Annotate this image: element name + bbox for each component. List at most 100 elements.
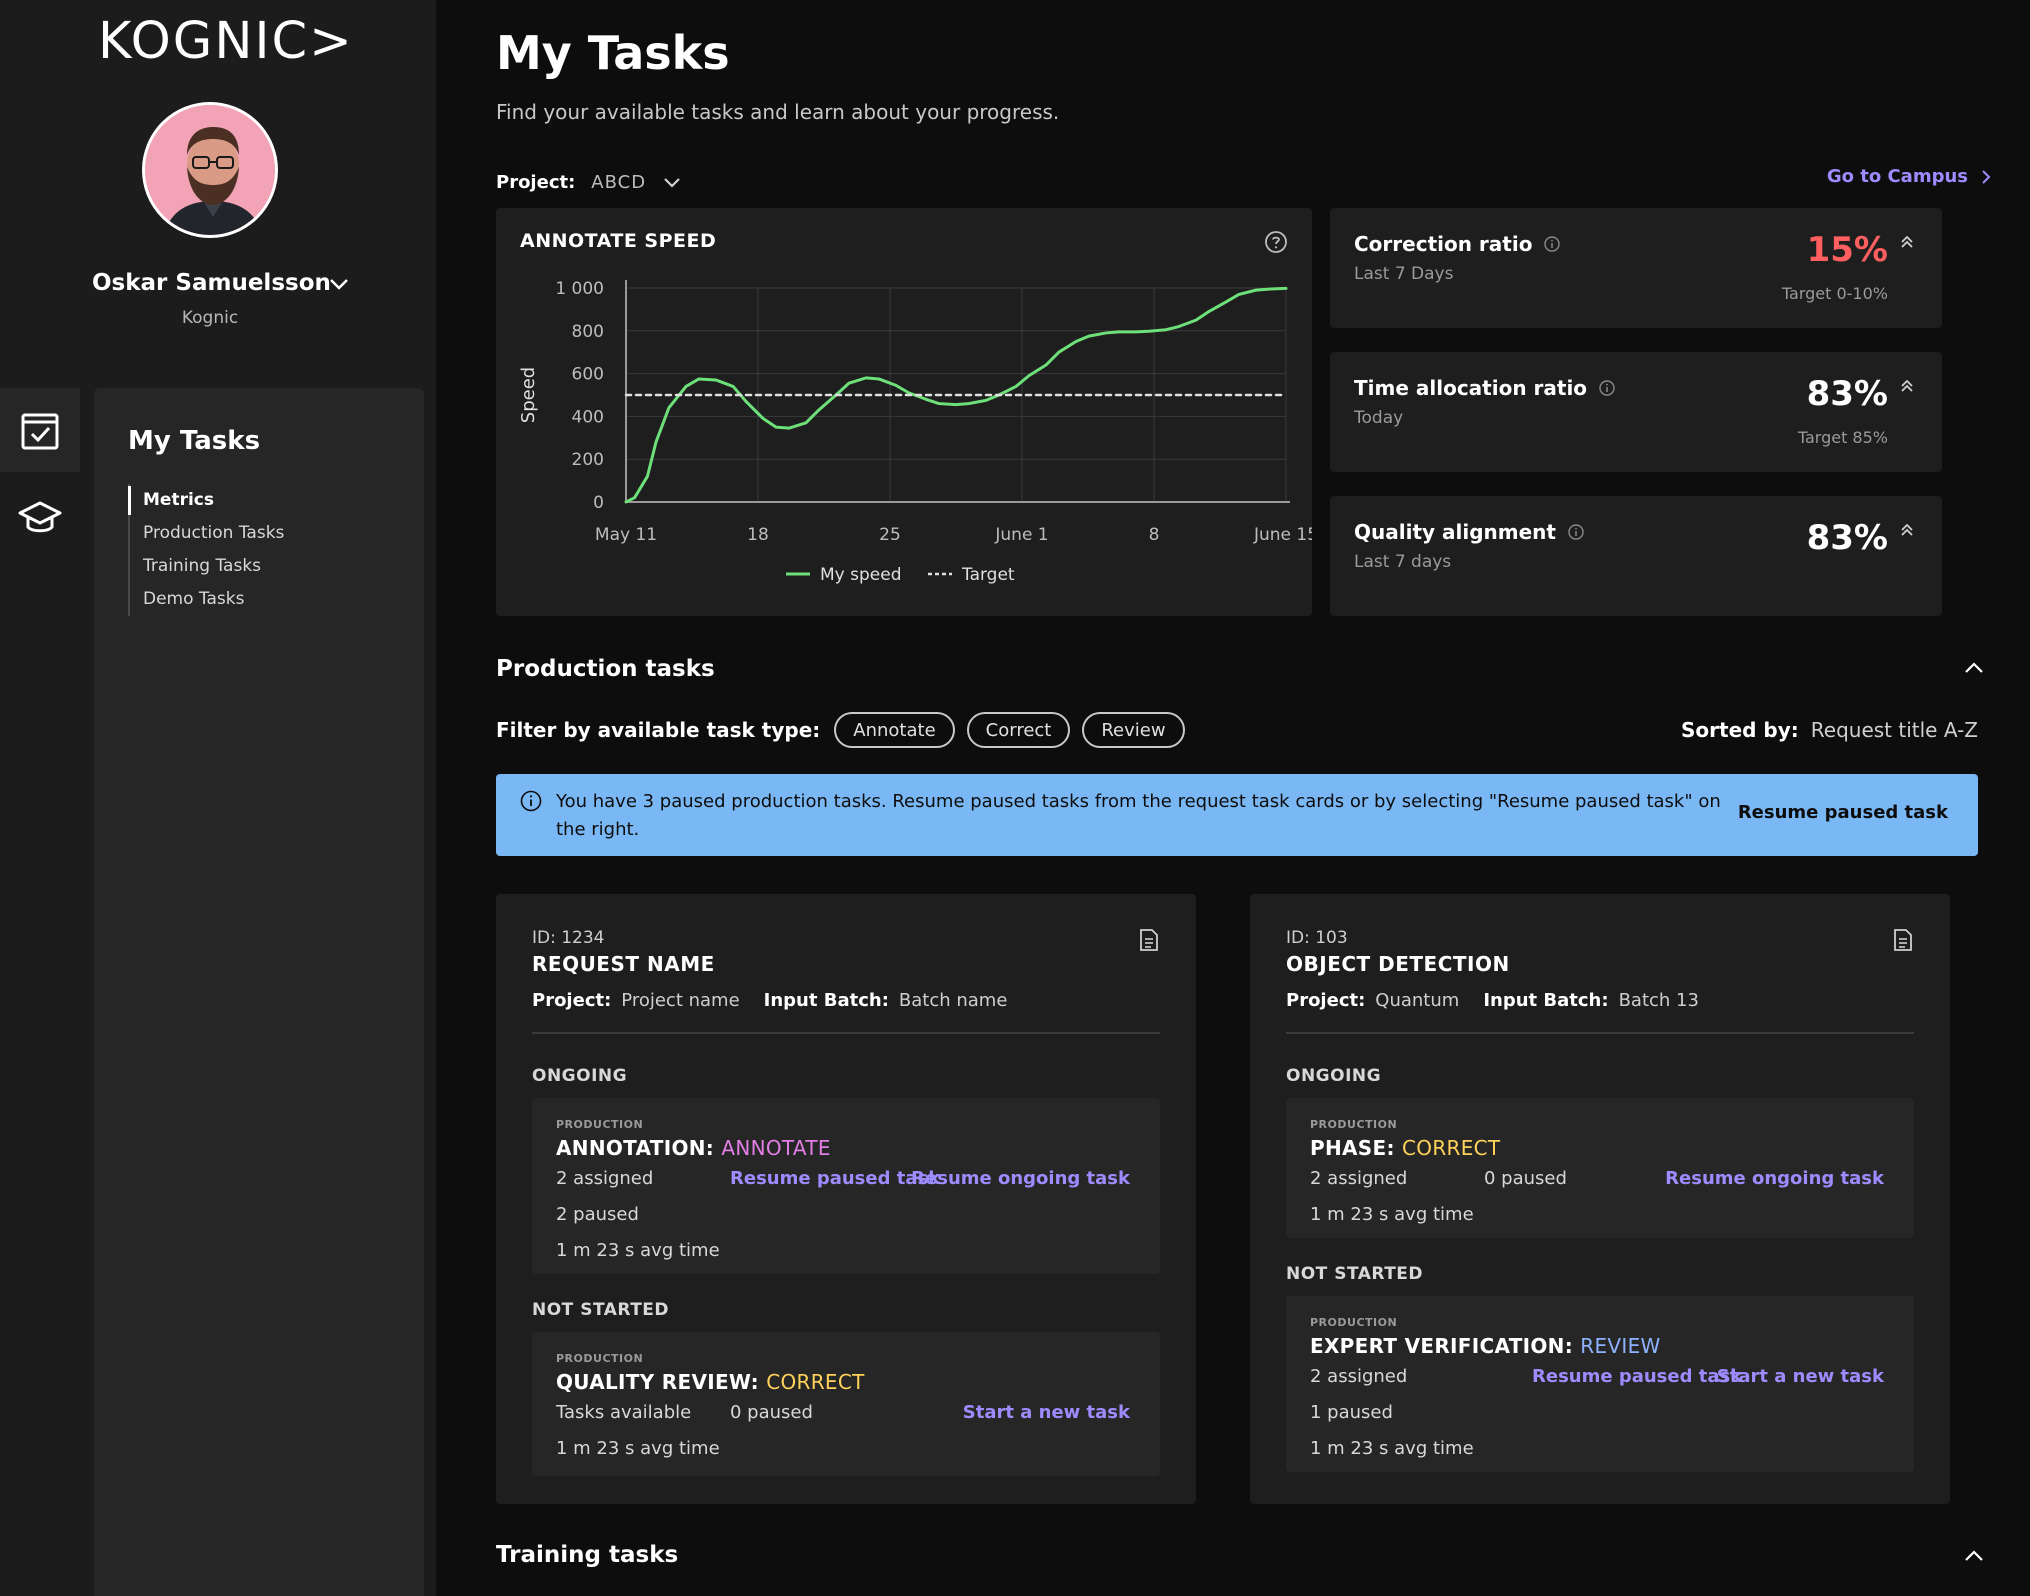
production-tasks-title: Production tasks xyxy=(496,656,715,682)
input-batch-label: Input Batch: xyxy=(763,990,889,1011)
y-tick-label: 400 xyxy=(572,407,604,427)
resume-paused-task-link[interactable]: Resume paused task xyxy=(730,1168,941,1189)
subnav-item-production-tasks[interactable]: Production Tasks xyxy=(143,523,285,543)
paused-count: 1 paused xyxy=(1310,1402,1393,1423)
metric-period: Last 7 days xyxy=(1354,552,1452,572)
double-chevron-up-icon xyxy=(1901,235,1913,248)
chart-canvas: 0 200 400 600 800 1 000 May 11 18 25 June 1 8 June … xyxy=(518,279,1312,585)
sort-selector[interactable]: Sorted by: Request title A-Z xyxy=(1681,718,1978,742)
project-label: Project: xyxy=(532,990,612,1011)
y-tick-label: 800 xyxy=(572,322,604,342)
metric-value: 83% xyxy=(1806,518,1888,558)
avatar-portrait-icon xyxy=(145,105,275,235)
y-tick-label: 600 xyxy=(572,365,604,385)
assigned-count: 2 assigned xyxy=(1310,1168,1408,1189)
project-label: Project: xyxy=(496,172,576,193)
task-tag: PRODUCTION xyxy=(1310,1316,1398,1329)
subnav-item-metrics[interactable]: Metrics xyxy=(127,484,284,517)
subnav-title: My Tasks xyxy=(128,426,261,456)
metric-card-correction-ratio: Correction ratio Last 7 Days 15% Target … xyxy=(1330,208,1942,328)
task-tag: PRODUCTION xyxy=(1310,1118,1398,1131)
banner-message: You have 3 paused production tasks. Resu… xyxy=(556,791,1721,840)
filter-chip-correct[interactable]: Correct xyxy=(966,712,1071,748)
request-name: OBJECT DETECTION xyxy=(1286,952,1510,976)
x-tick-label: June 15 xyxy=(1253,525,1312,545)
filter-label: Filter by available task type: xyxy=(496,718,821,742)
resume-ongoing-task-link[interactable]: Resume ongoing task xyxy=(1665,1168,1884,1189)
filter-chip-review[interactable]: Review xyxy=(1082,712,1185,748)
document-icon[interactable] xyxy=(1892,928,1914,952)
info-icon[interactable] xyxy=(1544,236,1561,252)
avg-time: 1 m 23 s avg time xyxy=(556,1240,720,1261)
task-card-phase: PRODUCTION PHASE: CORRECT 2 assigned 0 p… xyxy=(1286,1098,1914,1238)
subnav-item-demo-tasks[interactable]: Demo Tasks xyxy=(143,589,245,609)
avg-time: 1 m 23 s avg time xyxy=(556,1438,720,1459)
tasks-checkbox-icon xyxy=(21,413,59,450)
chevron-down-icon[interactable] xyxy=(326,274,352,294)
help-icon[interactable] xyxy=(1264,230,1288,254)
input-batch-name: Batch name xyxy=(898,990,1008,1011)
legend-label-target: Target xyxy=(961,565,1015,585)
chevron-up-icon[interactable] xyxy=(1962,1548,1986,1564)
subnav-item-training-tasks[interactable]: Training Tasks xyxy=(143,556,262,576)
info-icon[interactable] xyxy=(1568,524,1584,540)
chevron-down-icon[interactable] xyxy=(662,176,682,190)
legend-label-my-speed: My speed xyxy=(820,565,902,585)
resume-ongoing-task-link[interactable]: Resume ongoing task xyxy=(911,1168,1130,1189)
y-axis-label: Speed xyxy=(518,367,539,423)
start-new-task-link[interactable]: Start a new task xyxy=(962,1402,1130,1423)
task-card-quality-review: PRODUCTION QUALITY REVIEW: CORRECT Tasks… xyxy=(532,1332,1160,1476)
metric-name: Quality alignment xyxy=(1354,520,1556,544)
task-type-filter: Filter by available task type: Annotate … xyxy=(496,712,1185,748)
chart-title: ANNOTATE SPEED xyxy=(520,230,717,252)
rail-item-tasks[interactable] xyxy=(0,388,80,472)
task-tag: PRODUCTION xyxy=(556,1118,644,1131)
metric-card-quality-alignment: Quality alignment Last 7 days 83% xyxy=(1330,496,1942,616)
info-icon[interactable] xyxy=(1599,380,1615,396)
metric-name-wrap: Time allocation ratio xyxy=(1354,376,1615,400)
y-tick-label: 1 000 xyxy=(555,279,604,299)
ongoing-label: ONGOING xyxy=(532,1066,628,1086)
request-meta: Project: Project name Input Batch: Batch… xyxy=(532,990,1007,1011)
task-type-correct: CORRECT xyxy=(1402,1136,1501,1160)
metric-card-time-allocation-ratio: Time allocation ratio Today 83% Target 8… xyxy=(1330,352,1942,472)
my-speed-line xyxy=(624,286,1288,504)
metric-value: 15% xyxy=(1806,230,1888,270)
not-started-label: NOT STARTED xyxy=(1286,1264,1424,1284)
request-card: ID: 103 OBJECT DETECTION Project: Quantu… xyxy=(1250,894,1950,1504)
input-batch-label: Input Batch: xyxy=(1483,990,1609,1011)
rail-item-campus[interactable] xyxy=(0,476,80,560)
assigned-count: 2 assigned xyxy=(556,1168,654,1189)
x-tick-label: 25 xyxy=(879,525,901,545)
project-value[interactable]: ABCD xyxy=(591,172,647,193)
metric-target: Target 85% xyxy=(1797,428,1888,447)
task-title: PHASE: CORRECT xyxy=(1310,1136,1500,1160)
page-subtitle: Find your available tasks and learn abou… xyxy=(496,100,1060,124)
document-icon[interactable] xyxy=(1138,928,1160,952)
metric-name: Time allocation ratio xyxy=(1354,376,1588,400)
metric-name: Correction ratio xyxy=(1354,232,1533,256)
avg-time: 1 m 23 s avg time xyxy=(1310,1204,1474,1225)
annotate-speed-chart: ANNOTATE SPEED 0 200 400 600 800 1 000 May 11 1… xyxy=(496,208,1312,616)
kognic-logo[interactable]: KOGNIC> xyxy=(98,12,354,71)
request-id: ID: 103 xyxy=(1286,928,1348,948)
task-title-label: PHASE: xyxy=(1310,1136,1395,1160)
start-new-task-link[interactable]: Start a new task xyxy=(1716,1366,1884,1387)
metric-period: Today xyxy=(1354,408,1404,428)
task-type-review: REVIEW xyxy=(1580,1334,1661,1358)
avatar[interactable] xyxy=(142,102,278,238)
ongoing-label: ONGOING xyxy=(1286,1066,1382,1086)
resume-paused-task-link[interactable]: Resume paused task xyxy=(1532,1366,1743,1387)
chevron-up-icon[interactable] xyxy=(1962,660,1986,676)
go-to-campus-label: Go to Campus xyxy=(1826,166,1968,187)
task-type-annotate: ANNOTATE xyxy=(721,1136,831,1160)
subnav-list: Metrics Production Tasks Training Tasks … xyxy=(127,484,285,616)
task-title-label: ANNOTATION: xyxy=(556,1136,715,1160)
metric-value: 83% xyxy=(1806,374,1888,414)
go-to-campus-link[interactable]: Go to Campus xyxy=(1827,166,1992,187)
filter-chip-annotate[interactable]: Annotate xyxy=(834,712,955,748)
sort-value[interactable]: Request title A-Z xyxy=(1810,718,1978,742)
user-name[interactable]: Oskar Samuelsson xyxy=(92,270,331,296)
project-selector[interactable]: Project: ABCD xyxy=(496,172,682,193)
resume-paused-task-button[interactable]: Resume paused task xyxy=(1737,802,1948,823)
